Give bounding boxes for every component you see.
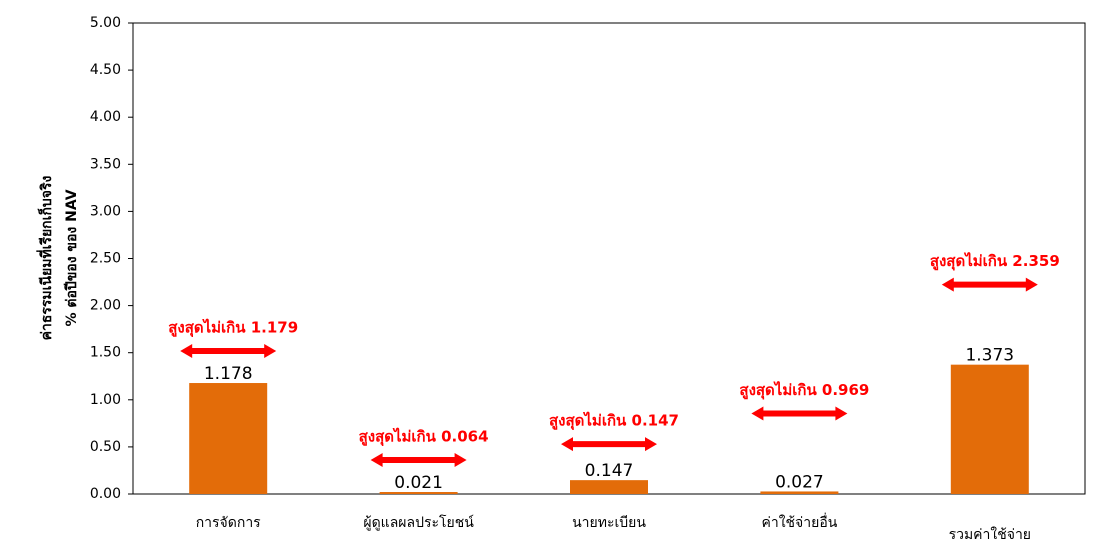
annotation-arrowhead [1025, 277, 1038, 292]
annotation-label: สูงสุดไม่เกิน 0.064 [359, 427, 489, 447]
y-tick-label: 2.50 [90, 251, 121, 267]
y-tick-label: 2.00 [90, 298, 121, 314]
annotation-arrowhead [370, 453, 383, 468]
y-tick-label: 1.50 [90, 345, 121, 361]
y-tick-label: 4.00 [90, 109, 121, 125]
y-tick-label: 3.00 [90, 203, 121, 219]
annotation-arrowhead [561, 437, 573, 452]
annotation-arrowhead [180, 344, 193, 359]
annotation-label: สูงสุดไม่เกิน 0.147 [549, 411, 679, 431]
value-label: 1.178 [204, 364, 253, 384]
bar [570, 480, 648, 494]
value-label: 0.027 [775, 472, 824, 492]
y-axis-label: ค่าธรรมเนียมที่เรียกเก็บจริง [36, 175, 55, 340]
y-tick-label: 0.50 [90, 439, 121, 455]
annotation-arrowhead [751, 406, 764, 421]
annotation-label: สูงสุดไม่เกิน 1.179 [168, 318, 298, 338]
value-label: 0.147 [585, 461, 634, 481]
x-tick-label: รวมค่าใช้จ่าย [949, 526, 1031, 543]
value-label: 1.373 [965, 346, 1014, 366]
annotation-arrowhead [454, 453, 467, 468]
bar [379, 492, 458, 494]
y-tick-label: 3.50 [90, 156, 121, 172]
x-tick-label: การจัดการ [196, 515, 261, 531]
annotation-arrowhead [941, 277, 954, 292]
annotation-label: สูงสุดไม่เกิน 2.359 [930, 251, 1060, 271]
y-tick-label: 4.50 [90, 62, 121, 78]
bar [760, 491, 839, 494]
bar [950, 364, 1029, 494]
value-label: 0.021 [394, 473, 443, 493]
y-tick-label: 0.00 [90, 486, 121, 502]
annotation-arrowhead [835, 406, 848, 421]
annotation-arrowhead [264, 344, 277, 359]
x-tick-label: ผู้ดูแลผลประโยชน์ [363, 514, 474, 531]
y-axis-label: % ต่อปีของ ของ NAV [64, 189, 80, 326]
annotation-label: สูงสุดไม่เกิน 0.969 [739, 380, 869, 400]
y-tick-label: 5.00 [90, 15, 121, 31]
x-tick-label: นายทะเบียน [572, 515, 646, 531]
annotation-arrowhead [645, 437, 657, 452]
bar [189, 383, 268, 494]
x-tick-label: ค่าใช้จ่ายอื่น [761, 513, 837, 531]
y-tick-label: 1.00 [90, 392, 121, 408]
